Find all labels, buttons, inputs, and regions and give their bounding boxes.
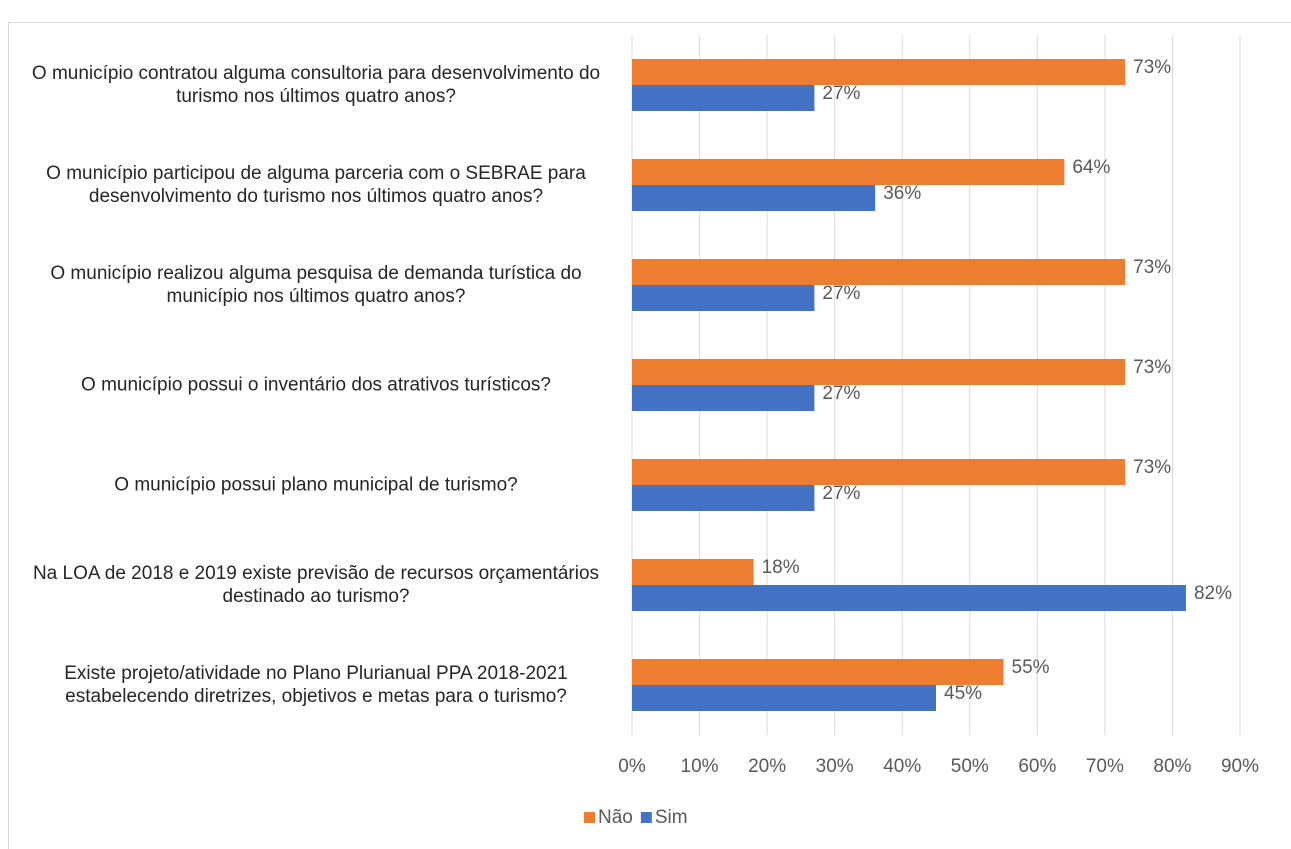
category-label: O município realizou alguma pesquisa de … — [50, 263, 582, 307]
chart-border — [8, 22, 1291, 849]
bar — [632, 485, 815, 511]
x-tick-label: 10% — [681, 756, 719, 777]
value-label: 82% — [1194, 583, 1232, 604]
value-label: 73% — [1133, 457, 1171, 478]
legend-label: Não — [598, 807, 633, 828]
value-label: 73% — [1133, 357, 1171, 378]
x-tick-label: 20% — [748, 756, 786, 777]
legend-swatch — [640, 812, 652, 823]
category-label: O município possui o inventário dos atra… — [81, 374, 551, 396]
category-label: O município possui plano municipal de tu… — [114, 474, 518, 496]
x-tick-label: 40% — [883, 756, 921, 777]
bar — [632, 685, 936, 711]
bar — [632, 59, 1126, 85]
value-label: 55% — [1012, 657, 1050, 678]
legend-swatch — [584, 812, 595, 823]
bar — [632, 585, 1186, 611]
value-label: 27% — [822, 83, 860, 104]
category-label: Existe projeto/atividade no Plano Pluria… — [64, 663, 568, 707]
value-label: 27% — [822, 283, 860, 304]
bar — [632, 259, 1126, 285]
value-label: 73% — [1133, 57, 1171, 78]
bar — [632, 159, 1065, 185]
category-label: Na LOA de 2018 e 2019 existe previsão de… — [32, 563, 600, 607]
x-tick-label: 60% — [1018, 756, 1056, 777]
value-label: 64% — [1072, 157, 1110, 178]
value-label: 27% — [822, 383, 860, 404]
x-tick-label: 0% — [618, 756, 646, 777]
value-label: 18% — [762, 557, 800, 578]
value-label: 73% — [1133, 257, 1171, 278]
bar — [632, 85, 815, 111]
bar — [632, 459, 1126, 485]
value-label: 45% — [944, 683, 982, 704]
bar — [632, 359, 1126, 385]
x-tick-label: 70% — [1086, 756, 1124, 777]
bar — [632, 559, 754, 585]
x-tick-label: 90% — [1221, 756, 1259, 777]
bar — [632, 285, 815, 311]
value-label: 27% — [822, 483, 860, 504]
bar — [632, 185, 876, 211]
x-tick-label: 30% — [816, 756, 854, 777]
value-label: 36% — [883, 183, 921, 204]
x-tick-label: 80% — [1153, 756, 1191, 777]
category-label: O município participou de alguma parceri… — [46, 163, 586, 207]
bar — [632, 659, 1004, 685]
legend-label: Sim — [655, 807, 688, 828]
bar — [632, 385, 815, 411]
x-tick-label: 50% — [951, 756, 989, 777]
category-label: O município contratou alguma consultoria… — [31, 63, 601, 107]
